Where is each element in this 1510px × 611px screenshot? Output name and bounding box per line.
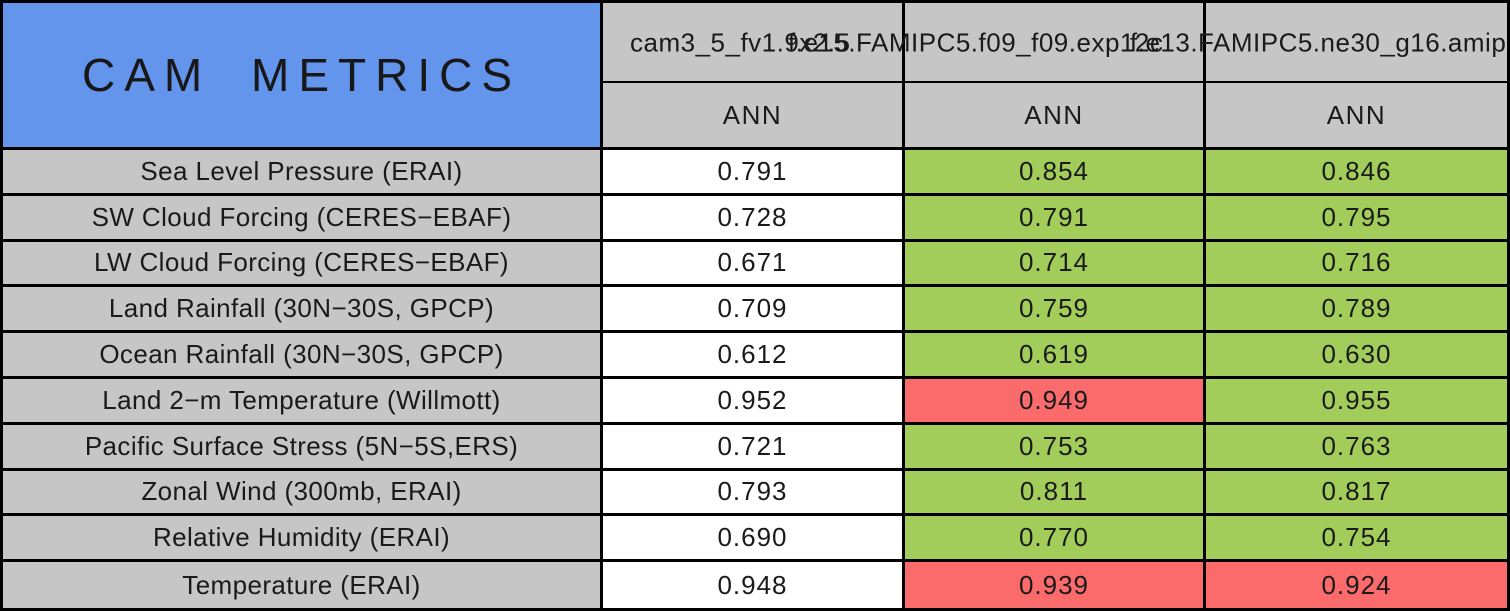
value-cell: 0.854 [905, 150, 1206, 196]
value-cell: 0.753 [905, 424, 1206, 471]
value-cell: 0.770 [905, 516, 1206, 563]
value-cell: 0.671 [603, 241, 905, 288]
value-cell: 0.795 [1206, 195, 1507, 242]
value-cell: 0.952 [603, 378, 905, 425]
value-cell: 0.791 [905, 195, 1206, 242]
value-cell: 0.619 [905, 333, 1206, 379]
season-cell: ANN [603, 83, 905, 150]
value-cell: 0.612 [603, 333, 905, 379]
title-cell: CAM METRICS [3, 3, 603, 150]
value-cell: 0.728 [603, 195, 905, 242]
metric-label-cell: SW Cloud Forcing (CERES−EBAF) [3, 195, 603, 242]
value-cell: 0.817 [1206, 470, 1507, 517]
value-cell: 0.630 [1206, 333, 1507, 379]
metric-label-cell: Sea Level Pressure (ERAI) [3, 150, 603, 196]
value-cell: 0.789 [1206, 287, 1507, 334]
metric-label-cell: LW Cloud Forcing (CERES−EBAF) [3, 241, 603, 288]
value-cell: 0.949 [905, 378, 1206, 425]
value-cell: 0.690 [603, 516, 905, 563]
value-cell: 0.811 [905, 470, 1206, 517]
metric-label-cell: Pacific Surface Stress (5N−5S,ERS) [3, 424, 603, 471]
value-cell: 0.793 [603, 470, 905, 517]
value-cell: 0.754 [1206, 516, 1507, 563]
metric-label-cell: Land Rainfall (30N−30S, GPCP) [3, 287, 603, 334]
value-cell: 0.759 [905, 287, 1206, 334]
value-cell: 0.948 [603, 562, 905, 608]
model-header-cell [1206, 3, 1507, 83]
value-cell: 0.846 [1206, 150, 1507, 196]
metric-label-cell: Temperature (ERAI) [3, 562, 603, 608]
value-cell: 0.924 [1206, 562, 1507, 608]
value-cell: 0.763 [1206, 424, 1507, 471]
page-title: CAM METRICS [82, 49, 521, 101]
model-header-cell [905, 3, 1206, 83]
value-cell: 0.714 [905, 241, 1206, 288]
value-cell: 0.721 [603, 424, 905, 471]
metric-label-cell: Ocean Rainfall (30N−30S, GPCP) [3, 333, 603, 379]
metric-label-cell: Relative Humidity (ERAI) [3, 516, 603, 563]
value-cell: 0.939 [905, 562, 1206, 608]
metric-label-cell: Zonal Wind (300mb, ERAI) [3, 470, 603, 517]
value-cell: 0.709 [603, 287, 905, 334]
value-cell: 0.716 [1206, 241, 1507, 288]
value-cell: 0.791 [603, 150, 905, 196]
model-header-cell [603, 3, 905, 83]
season-cell: ANN [1206, 83, 1507, 150]
value-cell: 0.955 [1206, 378, 1507, 425]
season-cell: ANN [905, 83, 1206, 150]
metric-label-cell: Land 2−m Temperature (Willmott) [3, 378, 603, 425]
